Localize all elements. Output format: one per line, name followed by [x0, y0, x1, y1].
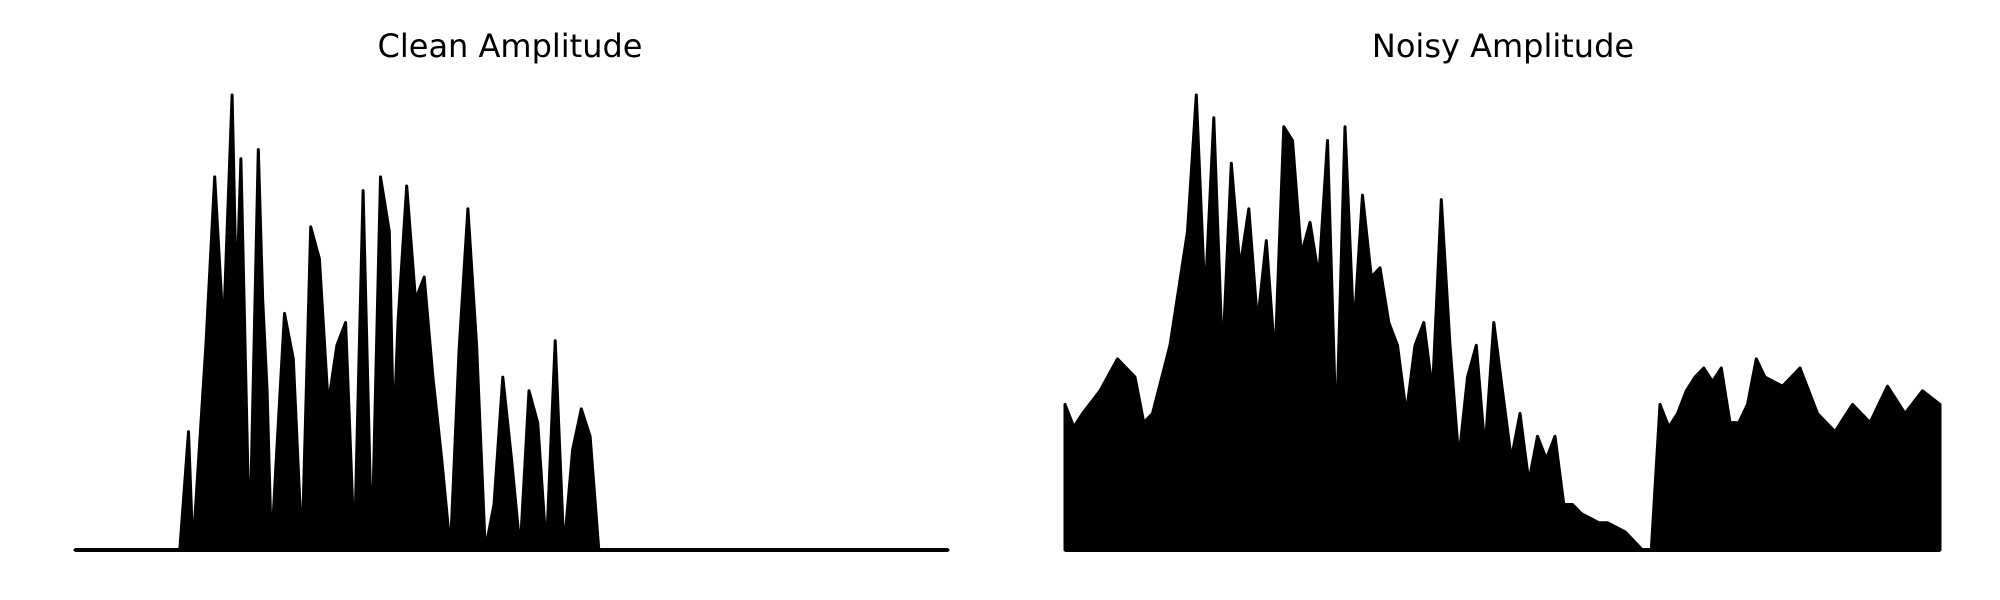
noisy-amplitude-title: Noisy Amplitude — [1372, 27, 1634, 65]
clean-amplitude-title: Clean Amplitude — [378, 27, 643, 65]
amplitude-series-area — [1063, 93, 1942, 552]
clean-amplitude-plot — [73, 93, 950, 552]
amplitude-series-area — [73, 93, 950, 552]
noisy-amplitude-plot — [1063, 93, 1942, 552]
